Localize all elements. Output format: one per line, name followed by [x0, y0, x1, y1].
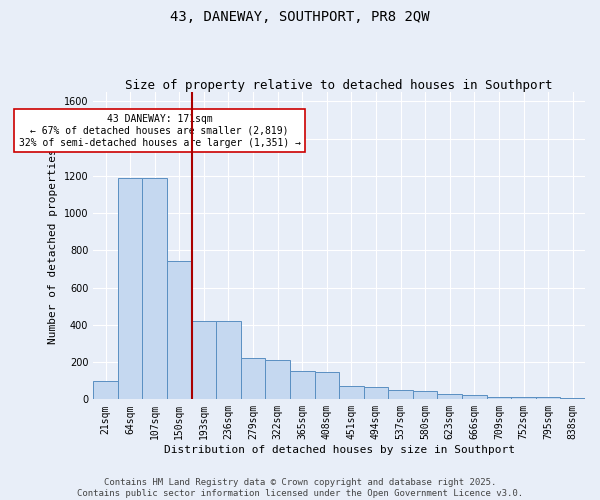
- Bar: [265, 360, 290, 400]
- Bar: [93, 380, 118, 400]
- Bar: [142, 178, 167, 400]
- Bar: [560, 398, 585, 400]
- Text: 43 DANEWAY: 171sqm
← 67% of detached houses are smaller (2,819)
32% of semi-deta: 43 DANEWAY: 171sqm ← 67% of detached hou…: [19, 114, 301, 148]
- Text: 43, DANEWAY, SOUTHPORT, PR8 2QW: 43, DANEWAY, SOUTHPORT, PR8 2QW: [170, 10, 430, 24]
- Bar: [339, 386, 364, 400]
- Bar: [314, 372, 339, 400]
- Bar: [388, 390, 413, 400]
- Bar: [290, 372, 314, 400]
- Bar: [191, 321, 216, 400]
- Bar: [364, 386, 388, 400]
- Bar: [118, 178, 142, 400]
- Bar: [437, 394, 462, 400]
- Bar: [167, 262, 191, 400]
- Bar: [241, 358, 265, 400]
- Bar: [511, 396, 536, 400]
- Bar: [536, 398, 560, 400]
- Y-axis label: Number of detached properties: Number of detached properties: [48, 148, 58, 344]
- Bar: [216, 321, 241, 400]
- Bar: [413, 391, 437, 400]
- Bar: [487, 396, 511, 400]
- Title: Size of property relative to detached houses in Southport: Size of property relative to detached ho…: [125, 79, 553, 92]
- X-axis label: Distribution of detached houses by size in Southport: Distribution of detached houses by size …: [164, 445, 515, 455]
- Bar: [462, 394, 487, 400]
- Text: Contains HM Land Registry data © Crown copyright and database right 2025.
Contai: Contains HM Land Registry data © Crown c…: [77, 478, 523, 498]
